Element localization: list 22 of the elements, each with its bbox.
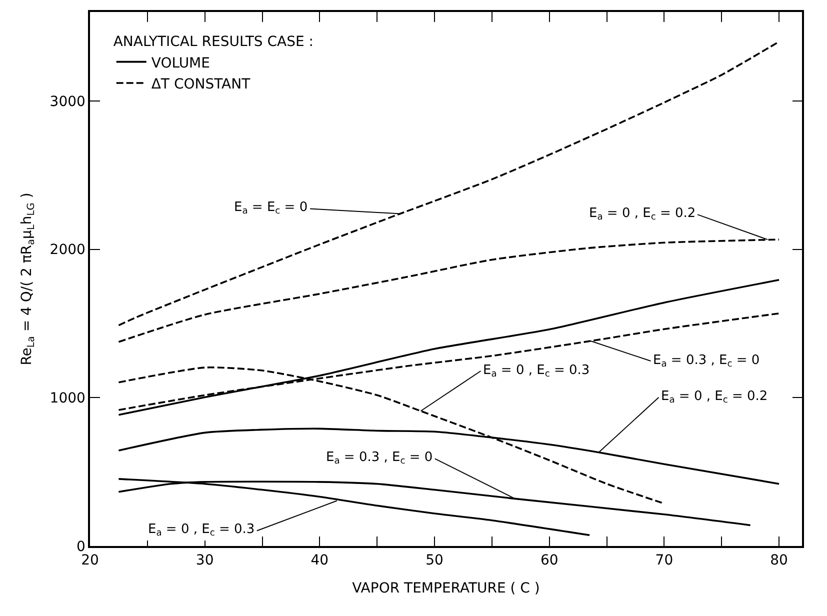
x-tick-label: 20 bbox=[81, 552, 99, 569]
x-tick-label: 30 bbox=[196, 552, 214, 569]
x-tick-label: 40 bbox=[310, 552, 329, 569]
x-tick-label: 80 bbox=[770, 552, 788, 569]
legend-label: ΔT CONSTANT bbox=[151, 76, 251, 92]
y-tick-label: 1000 bbox=[50, 390, 86, 407]
legend-title: ANALYTICAL RESULTS CASE : bbox=[113, 34, 314, 50]
x-axis-title: VAPOR TEMPERATURE ( C ) bbox=[352, 580, 540, 596]
annotation: E$_{a}$ = 0 , E$_{c}$ = 0.3 bbox=[483, 363, 590, 380]
annotation: E$_{a}$ = E$_{c}$ = 0 bbox=[234, 200, 308, 217]
y-tick-label: 2000 bbox=[50, 242, 86, 258]
x-tick-label: 50 bbox=[426, 552, 444, 569]
annotation: E$_{a}$ = 0.3 , E$_{c}$ = 0 bbox=[653, 353, 760, 370]
annotation: E$_{a}$ = 0 , E$_{c}$ = 0.2 bbox=[589, 206, 696, 223]
annotation: E$_{a}$ = 0 , E$_{c}$ = 0.3 bbox=[148, 522, 255, 539]
annotation: E$_{a}$ = 0 , E$_{c}$ = 0.2 bbox=[661, 389, 768, 406]
x-tick-label: 60 bbox=[540, 552, 558, 569]
y-tick-label: 3000 bbox=[50, 94, 86, 110]
legend-label: VOLUME bbox=[151, 55, 210, 72]
x-tick-label: 70 bbox=[655, 552, 674, 569]
annotation: E$_{a}$ = 0.3 , E$_{c}$ = 0 bbox=[326, 450, 433, 467]
y-tick-label: 0 bbox=[76, 538, 86, 555]
